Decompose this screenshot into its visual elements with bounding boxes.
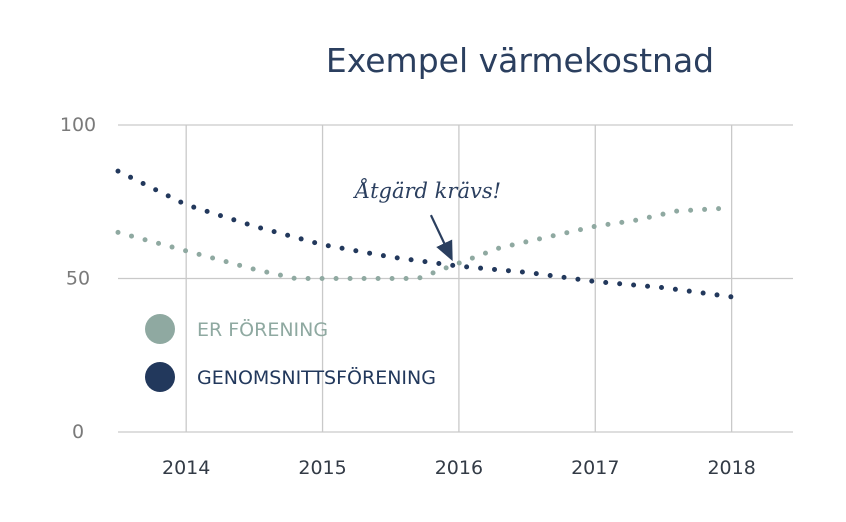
- chart-title: Exempel värmekostnad: [326, 41, 714, 80]
- legend-label-1: ER FÖRENING: [197, 318, 328, 341]
- series-line-1: [115, 205, 735, 281]
- annotation-arrow: [429, 214, 453, 262]
- x-tick-label: 2015: [298, 457, 346, 479]
- x-tick-label: 2014: [162, 457, 210, 479]
- legend: ER FÖRENING GENOMSNITTSFÖRENING: [145, 314, 436, 392]
- legend-swatch-2: [145, 362, 175, 392]
- y-tick-label: 50: [66, 268, 90, 290]
- x-tick-label: 2018: [707, 457, 755, 479]
- series-line-2: [115, 168, 735, 300]
- legend-label-2: GENOMSNITTSFÖRENING: [197, 366, 436, 389]
- annotation-text: Åtgärd krävs!: [352, 178, 501, 203]
- series-layer: [115, 168, 735, 300]
- x-tick-label: 2016: [435, 457, 483, 479]
- x-tick-label: 2017: [571, 457, 619, 479]
- y-tick-label: 100: [60, 114, 96, 136]
- legend-swatch-1: [145, 314, 175, 344]
- y-tick-label: 0: [72, 421, 84, 443]
- annotation-layer: Åtgärd krävs!: [352, 178, 501, 262]
- tick-layer: 0 50 100 2014 2015 2016 2017 2018: [60, 114, 756, 479]
